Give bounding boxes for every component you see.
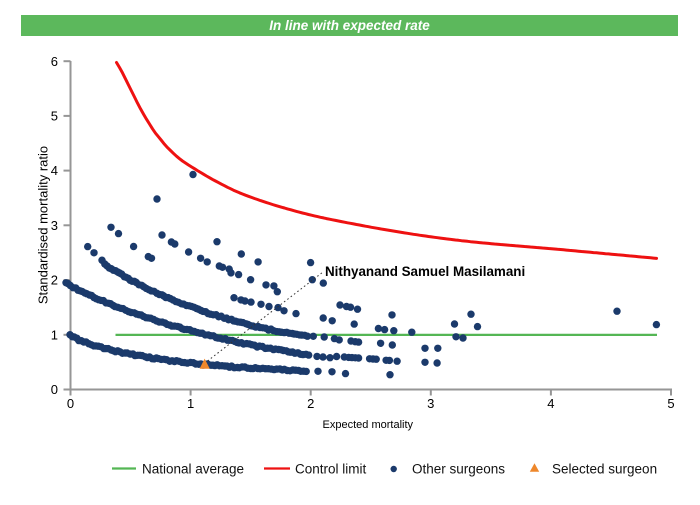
- svg-text:3: 3: [51, 218, 58, 233]
- svg-text:5: 5: [667, 396, 674, 411]
- svg-text:Control limit: Control limit: [295, 462, 367, 477]
- svg-text:2: 2: [307, 396, 314, 411]
- svg-text:0: 0: [51, 382, 58, 397]
- svg-text:5: 5: [51, 109, 58, 124]
- svg-text:2: 2: [51, 273, 58, 288]
- svg-text:1: 1: [187, 396, 194, 411]
- svg-text:4: 4: [547, 396, 554, 411]
- svg-text:Selected surgeon: Selected surgeon: [552, 462, 657, 477]
- svg-text:6: 6: [51, 54, 58, 69]
- svg-text:Standardised mortality ratio: Standardised mortality ratio: [36, 146, 51, 304]
- svg-text:Nithyanand Samuel Masilamani: Nithyanand Samuel Masilamani: [325, 264, 525, 279]
- svg-text:1: 1: [51, 327, 58, 342]
- svg-text:Expected mortality: Expected mortality: [323, 419, 414, 431]
- svg-text:National average: National average: [142, 462, 244, 477]
- svg-text:0: 0: [67, 396, 74, 411]
- svg-text:Other surgeons: Other surgeons: [412, 462, 505, 477]
- svg-text:3: 3: [427, 396, 434, 411]
- svg-text:4: 4: [51, 163, 58, 178]
